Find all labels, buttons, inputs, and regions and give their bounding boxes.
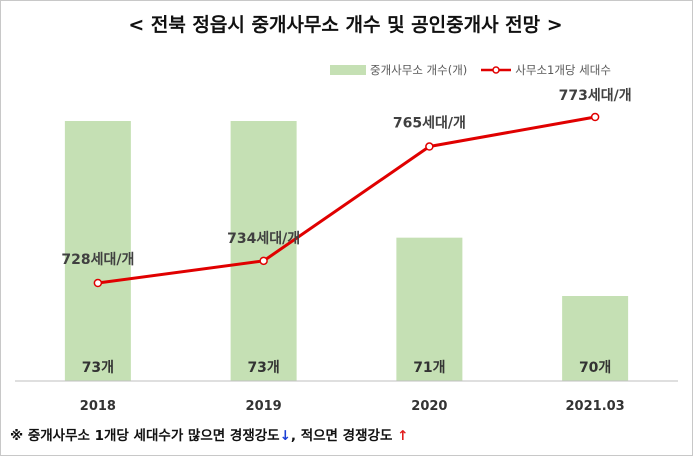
footnote-text-a: ※ 중개사무소 1개당 세대수가 많으면 경쟁강도	[10, 428, 280, 444]
line-label-2: 765세대/개	[393, 116, 466, 132]
bar-label-2: 71개	[413, 360, 445, 376]
bar-1	[230, 121, 297, 381]
x-tick-label-1: 2019	[246, 399, 282, 414]
bar-2	[396, 237, 463, 381]
bar-label-1: 73개	[247, 360, 279, 376]
line-series	[97, 115, 596, 285]
footnote: ※ 중개사무소 1개당 세대수가 많으면 경쟁강도↓, 적으면 경쟁강도 ↑	[10, 424, 408, 444]
line-label-1: 734세대/개	[227, 231, 300, 247]
legend-bar-label: 중개사무소 개수(개)	[370, 63, 468, 77]
bar-label-0: 73개	[82, 360, 114, 376]
bar-0	[64, 121, 131, 381]
line-point-1	[259, 256, 268, 266]
arrow-up-icon: ↑	[397, 428, 409, 444]
arrow-down-icon: ↓	[279, 428, 291, 444]
line-point-0	[93, 278, 103, 288]
x-tick-label-3: 2021.03	[566, 399, 625, 414]
legend-item-bar: 중개사무소 개수(개)	[330, 62, 467, 78]
bar-3	[562, 296, 629, 381]
bar-label-3: 70개	[579, 360, 611, 376]
line-point-3	[590, 112, 600, 122]
legend-line-swatch	[481, 63, 512, 77]
chart-legend: 중개사무소 개수(개) 사무소1개당 세대수	[330, 62, 625, 78]
x-tick-label-0: 2018	[80, 399, 116, 414]
footnote-text-b: , 적으면 경쟁강도	[290, 428, 398, 444]
line-point-2	[425, 142, 434, 151]
chart-title: < 전북 정읍시 중개사무소 개수 및 공인중개사 전망 >	[128, 14, 563, 36]
line-label-3: 773세대/개	[559, 88, 632, 104]
legend-bar-swatch	[330, 65, 366, 75]
legend-item-line: 사무소1개당 세대수	[481, 62, 611, 78]
line-label-0: 728세대/개	[61, 252, 134, 268]
legend-line-label: 사무소1개당 세대수	[515, 63, 611, 77]
x-tick-label-2: 2020	[411, 399, 447, 414]
